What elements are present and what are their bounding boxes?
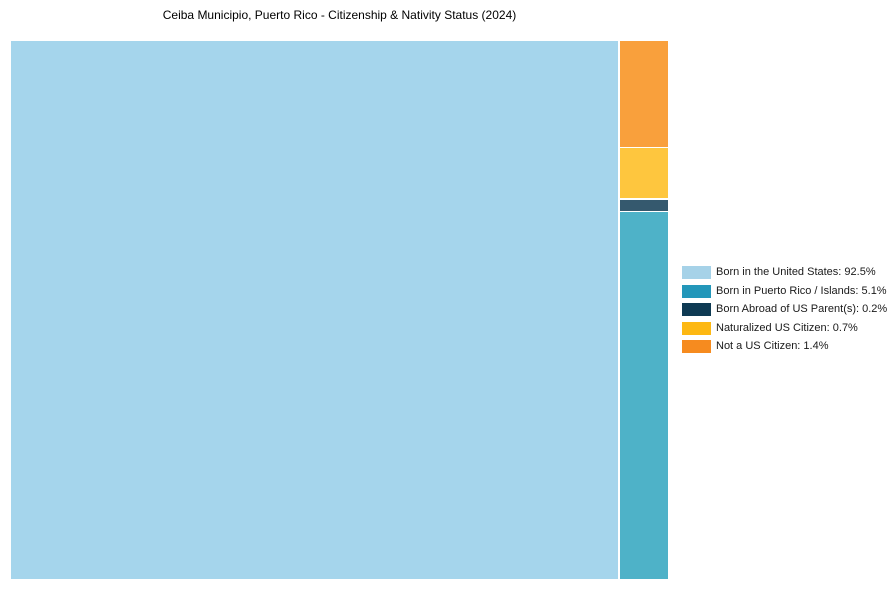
legend-swatch-not-us-citizen <box>682 340 711 353</box>
treemap-cell-born-abroad-us-parents[interactable] <box>620 200 668 211</box>
treemap-plot <box>11 41 668 579</box>
legend-item-naturalized-us-citizen: Naturalized US Citizen: 0.7% <box>682 321 887 335</box>
legend-swatch-born-abroad-us-parents <box>682 303 711 316</box>
legend-item-born-in-puerto-rico: Born in Puerto Rico / Islands: 5.1% <box>682 284 887 298</box>
chart-title: Ceiba Municipio, Puerto Rico - Citizensh… <box>162 8 517 22</box>
treemap-cell-born-in-puerto-rico[interactable] <box>620 212 668 579</box>
legend-item-born-abroad-us-parents: Born Abroad of US Parent(s): 0.2% <box>682 303 887 316</box>
legend-item-born-in-us: Born in the United States: 92.5% <box>682 266 887 279</box>
legend-label-not-us-citizen: Not a US Citizen: 1.4% <box>716 340 829 352</box>
treemap-cell-naturalized-us-citizen[interactable] <box>620 148 668 198</box>
legend-item-not-us-citizen: Not a US Citizen: 1.4% <box>682 340 887 353</box>
legend-swatch-born-in-us <box>682 266 711 279</box>
legend-label-born-in-puerto-rico: Born in Puerto Rico / Islands: 5.1% <box>716 284 887 297</box>
legend-label-naturalized-us-citizen: Naturalized US Citizen: 0.7% <box>716 321 858 334</box>
legend-label-born-abroad-us-parents: Born Abroad of US Parent(s): 0.2% <box>716 303 888 315</box>
legend: Born in the United States: 92.5% Born in… <box>682 266 887 353</box>
legend-swatch-born-in-puerto-rico <box>682 284 711 298</box>
treemap-cell-not-us-citizen[interactable] <box>620 41 668 147</box>
legend-label-born-in-us: Born in the United States: 92.5% <box>716 266 876 278</box>
treemap-cell-born-in-us[interactable] <box>11 41 618 579</box>
legend-swatch-naturalized-us-citizen <box>682 321 711 335</box>
